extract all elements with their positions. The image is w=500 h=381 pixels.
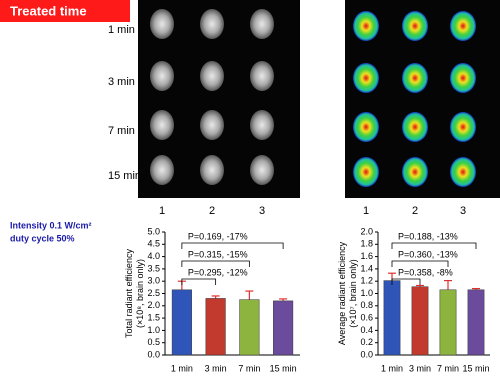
bar	[383, 280, 401, 356]
annotation: P=0.295, -12%	[188, 267, 248, 277]
bracket	[181, 278, 217, 285]
brain-image	[250, 9, 274, 39]
bar	[467, 289, 485, 356]
y-tick-label: 1.8	[360, 239, 373, 249]
brain-image	[200, 9, 224, 39]
x-tick-label: 3 min	[409, 363, 431, 373]
x-tick-label: 7 min	[437, 363, 459, 373]
heat-image	[450, 63, 476, 93]
heat-image	[450, 11, 476, 41]
y-axis-label-line: Average radiant efficiency	[337, 241, 347, 345]
row-label: 3 min	[108, 76, 135, 88]
bracket	[391, 260, 449, 267]
badge: Treated time	[10, 3, 87, 18]
heat-image	[450, 112, 476, 142]
y-tick-label: 1.0	[360, 288, 373, 298]
x-tick-label: 15 min	[270, 363, 297, 373]
brain-image	[250, 155, 274, 185]
y-tick-label: 2.5	[147, 288, 160, 298]
bracket	[181, 242, 284, 249]
heat-image	[402, 11, 428, 41]
heat-image	[353, 112, 379, 142]
annotation: P=0.315, -15%	[188, 249, 248, 259]
y-axis-label-line: (×10⁸, brain only)	[135, 259, 145, 328]
heat-image	[402, 63, 428, 93]
column-label: 1	[363, 205, 369, 217]
y-tick-label: 4.0	[147, 251, 160, 261]
column-label: 2	[209, 205, 215, 217]
row-label: 1 min	[108, 24, 135, 36]
annotation: P=0.360, -13%	[398, 249, 458, 259]
y-tick-label: 0.8	[360, 300, 373, 310]
bar	[239, 299, 260, 356]
y-tick-label: 1.4	[360, 263, 373, 273]
y-tick-label: 3.0	[147, 276, 160, 286]
heat-image	[402, 112, 428, 142]
condition: duty cycle 50%	[10, 233, 75, 243]
x-tick-label: 7 min	[238, 363, 260, 373]
brain-image	[200, 155, 224, 185]
heat-image	[402, 157, 428, 187]
column-label: 2	[412, 205, 418, 217]
x-tick-label: 1 min	[171, 363, 193, 373]
bar	[171, 289, 192, 356]
column-label: 1	[159, 205, 165, 217]
condition: Intensity 0.1 W/cm²	[10, 220, 92, 230]
bar	[411, 286, 429, 356]
y-tick-label: 0.0	[360, 349, 373, 359]
y-tick-label: 3.5	[147, 263, 160, 273]
bracket	[181, 260, 250, 267]
heat-image	[353, 63, 379, 93]
y-axis-label: Average radiant efficiency(×10⁷, brain o…	[337, 241, 358, 345]
brain-image	[250, 110, 274, 140]
y-axis-label-line: Total radiant efficiency	[124, 249, 134, 338]
row-label: 7 min	[108, 125, 135, 137]
badge-box	[0, 0, 130, 22]
y-tick-label: 0.0	[147, 349, 160, 359]
y-tick-label: 1.0	[147, 325, 160, 335]
x-tick-label: 15 min	[462, 363, 489, 373]
y-tick-label: 5.0	[147, 226, 160, 236]
heat-image	[353, 11, 379, 41]
column-label: 3	[460, 205, 466, 217]
x-tick-label: 1 min	[381, 363, 403, 373]
y-tick-label: 2.0	[360, 226, 373, 236]
brain-image	[150, 9, 174, 39]
row-label: 15 min	[108, 170, 141, 182]
bar	[205, 298, 226, 356]
y-tick-label: 1.2	[360, 276, 373, 286]
y-tick-label: 0.2	[360, 337, 373, 347]
heat-image	[450, 157, 476, 187]
y-tick-label: 1.6	[360, 251, 373, 261]
y-tick-label: 0.4	[360, 325, 373, 335]
y-axis-label-line: (×10⁷, brain only)	[348, 259, 358, 328]
brain-image	[250, 61, 274, 91]
y-axis-label: Total radiant efficiency(×10⁸, brain onl…	[124, 249, 145, 338]
bar	[273, 300, 294, 356]
brain-image	[200, 110, 224, 140]
annotation: P=0.188, -13%	[398, 231, 458, 241]
annotation: P=0.358, -8%	[398, 267, 453, 277]
bracket	[391, 242, 477, 249]
annotation: P=0.169, -17%	[188, 231, 248, 241]
brain-image	[150, 155, 174, 185]
bar	[439, 289, 457, 356]
y-tick-label: 0.5	[147, 337, 160, 347]
bracket	[391, 278, 421, 285]
brain-image	[150, 110, 174, 140]
y-tick-label: 2.0	[147, 300, 160, 310]
y-tick-label: 0.6	[360, 312, 373, 322]
y-tick-label: 1.5	[147, 312, 160, 322]
heat-image	[353, 157, 379, 187]
x-tick-label: 3 min	[205, 363, 227, 373]
brain-image	[150, 61, 174, 91]
y-tick-label: 4.5	[147, 239, 160, 249]
column-label: 3	[259, 205, 265, 217]
brain-image	[200, 61, 224, 91]
